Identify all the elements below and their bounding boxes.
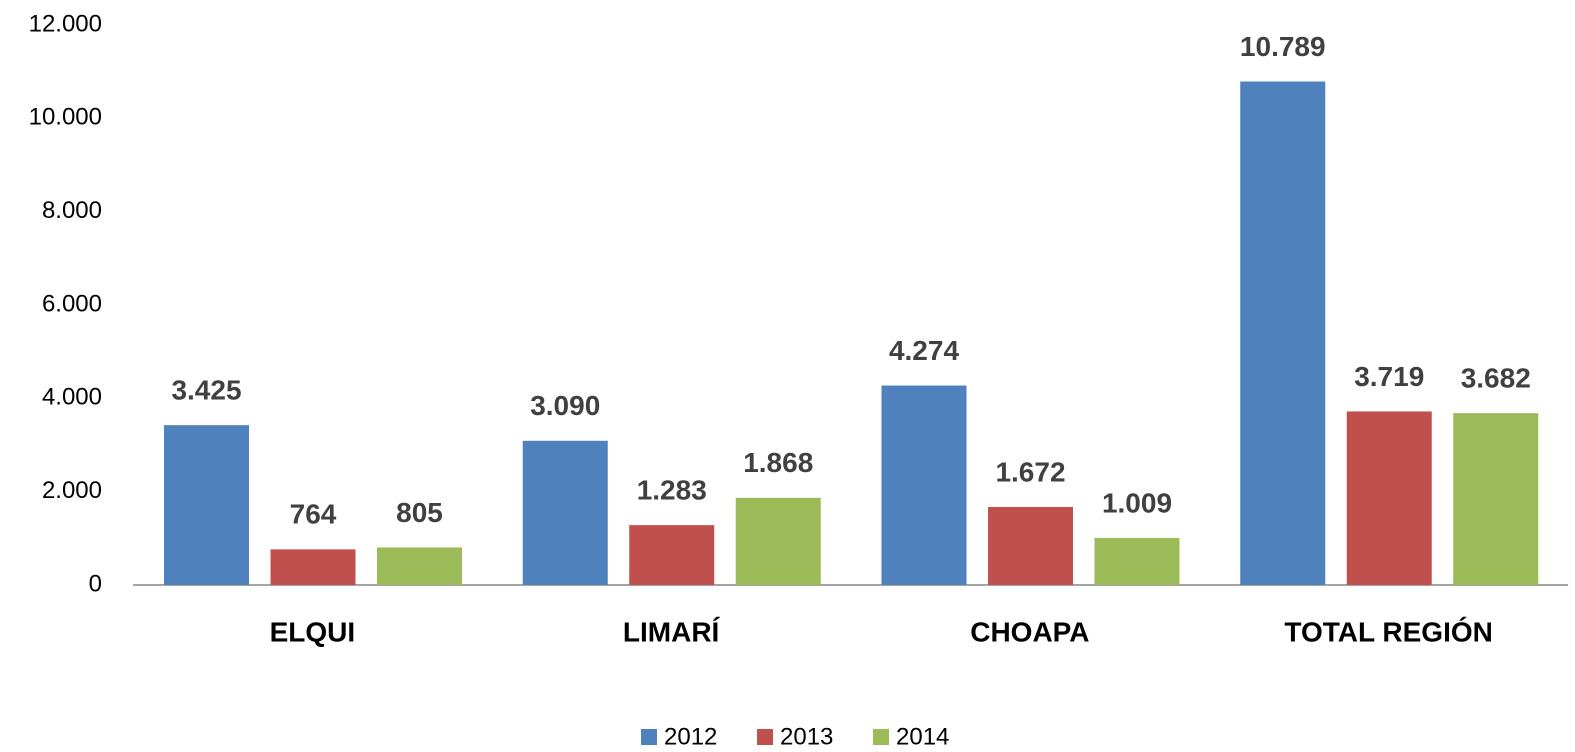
data-label: 805: [396, 497, 443, 528]
bar: [735, 497, 821, 585]
y-tick-label: 6.000: [42, 290, 102, 317]
x-tick-label: LIMARÍ: [623, 616, 721, 647]
bar: [1240, 81, 1326, 585]
data-label: 1.868: [743, 447, 813, 478]
y-tick-label: 10.000: [29, 104, 102, 131]
data-label: 1.283: [637, 475, 707, 506]
y-tick-label: 4.000: [42, 384, 102, 411]
data-label: 3.682: [1461, 363, 1531, 394]
bar: [377, 547, 462, 585]
data-label: 10.789: [1240, 31, 1326, 62]
legend-swatch: [873, 729, 889, 745]
legend-label: 2013: [780, 723, 833, 750]
bar: [988, 506, 1073, 585]
data-label: 764: [290, 499, 337, 530]
x-tick-label: ELQUI: [270, 616, 356, 647]
y-tick-label: 2.000: [42, 477, 102, 504]
x-tick-label: CHOAPA: [970, 616, 1089, 647]
data-label: 1.009: [1102, 487, 1172, 518]
legend-swatch: [641, 729, 657, 745]
legend-label: 2014: [896, 723, 949, 750]
x-tick-label: TOTAL REGIÓN: [1284, 616, 1492, 647]
bar: [522, 440, 608, 585]
bar: [1453, 413, 1539, 585]
bar: [270, 549, 356, 585]
legend-label: 2012: [664, 723, 717, 750]
data-label: 1.672: [995, 456, 1065, 487]
data-label: 3.425: [171, 375, 241, 406]
bar: [629, 525, 715, 585]
data-label: 3.719: [1354, 361, 1424, 392]
bar: [1346, 411, 1432, 585]
bar: [881, 385, 967, 585]
bar: [1094, 537, 1180, 585]
y-tick-label: 0: [89, 570, 102, 597]
legend-swatch: [757, 729, 773, 745]
data-label: 4.274: [889, 335, 959, 366]
y-tick-label: 8.000: [42, 197, 102, 224]
y-tick-label: 12.000: [29, 10, 102, 37]
data-label: 3.090: [530, 390, 600, 421]
bar: [164, 425, 249, 585]
